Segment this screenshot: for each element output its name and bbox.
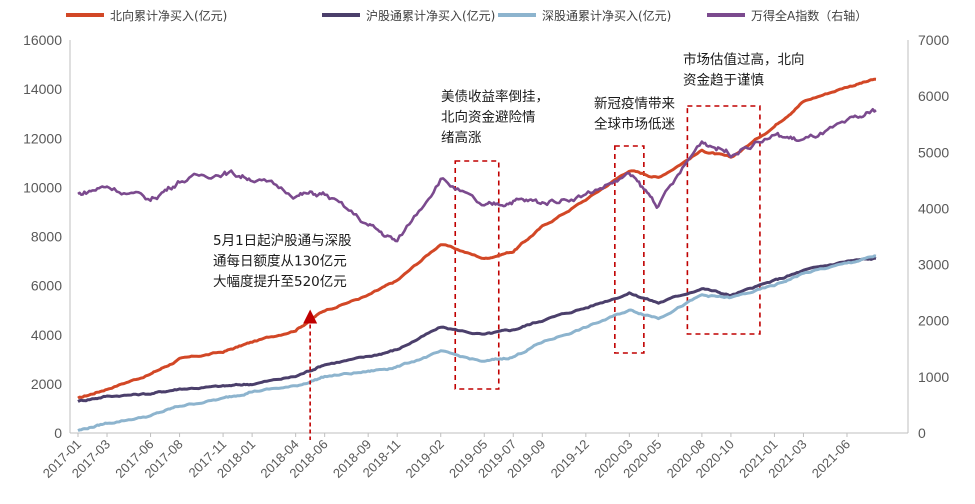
y-left-tick-label: 2000 <box>31 376 62 392</box>
y-right-tick-label: 2000 <box>918 313 949 329</box>
annotation-line: 美债收益率倒挂， <box>441 88 549 105</box>
x-tick-label: 2019-02 <box>402 437 446 481</box>
x-tick-label: 2019-12 <box>548 437 592 481</box>
highlight-boxes <box>454 105 761 390</box>
y-left-tick-label: 0 <box>54 425 62 441</box>
annotation-line: 5月1日起沪股通与深股 <box>213 233 352 249</box>
event-marker-triangle <box>303 309 318 324</box>
highlight-box <box>686 105 761 335</box>
annotation-line: 大幅度提升至520亿元 <box>213 274 347 290</box>
y-axis-left-ticks: 0 2000 4000 6000 8000 10000 12000 14000 16000 <box>23 32 62 441</box>
x-tick-label: 2021-06 <box>809 437 853 481</box>
highlight-box <box>454 160 500 390</box>
series-line <box>77 254 877 433</box>
annotation-line: 北向资金避险情 <box>441 110 536 126</box>
y-left-tick-label: 8000 <box>31 229 62 245</box>
series-line <box>77 108 877 243</box>
y-right-tick-label: 5000 <box>918 144 949 160</box>
legend-label: 深股通累计净买入(亿元) <box>542 8 671 23</box>
series-lines <box>77 77 877 433</box>
annotation-line: 绪高涨 <box>441 129 482 146</box>
y-axis-right-ticks: 0 1000 2000 3000 4000 5000 6000 7000 <box>918 32 949 441</box>
y-left-tick-label: 10000 <box>23 179 62 195</box>
legend: 北向累计净买入(亿元) 沪股通累计净买入(亿元) 深股通累计净买入(亿元) 万得全A指… <box>66 8 867 23</box>
y-left-tick-label: 14000 <box>23 81 62 97</box>
y-left-tick-label: 16000 <box>23 32 62 48</box>
y-right-tick-label: 0 <box>918 425 926 441</box>
legend-label: 万得全A指数（右轴） <box>751 8 867 23</box>
annotation-line: 全球市场低迷 <box>594 116 675 133</box>
y-right-tick-label: 7000 <box>918 32 949 48</box>
y-right-tick-label: 6000 <box>918 88 949 104</box>
plot-frame <box>69 40 909 434</box>
series-line <box>77 256 877 403</box>
y-right-tick-label: 1000 <box>918 369 949 385</box>
annotation-line: 通每日额度从130亿元 <box>213 254 347 270</box>
legend-label: 北向累计净买入(亿元) <box>110 8 227 23</box>
legend-label: 沪股通累计净买入(亿元) <box>366 8 495 23</box>
y-right-tick-label: 3000 <box>918 257 949 273</box>
y-left-tick-label: 4000 <box>31 327 62 343</box>
y-left-tick-label: 12000 <box>23 130 62 146</box>
annotation-line: 市场估值过高，北向 <box>683 51 805 68</box>
y-left-tick-label: 6000 <box>31 278 62 294</box>
annotation-line: 新冠疫情带来 <box>594 96 675 112</box>
series-line <box>77 77 877 400</box>
annotation-line: 资金趋于谨慎 <box>683 73 764 89</box>
y-right-tick-label: 4000 <box>918 200 949 216</box>
event-marker <box>303 309 318 440</box>
